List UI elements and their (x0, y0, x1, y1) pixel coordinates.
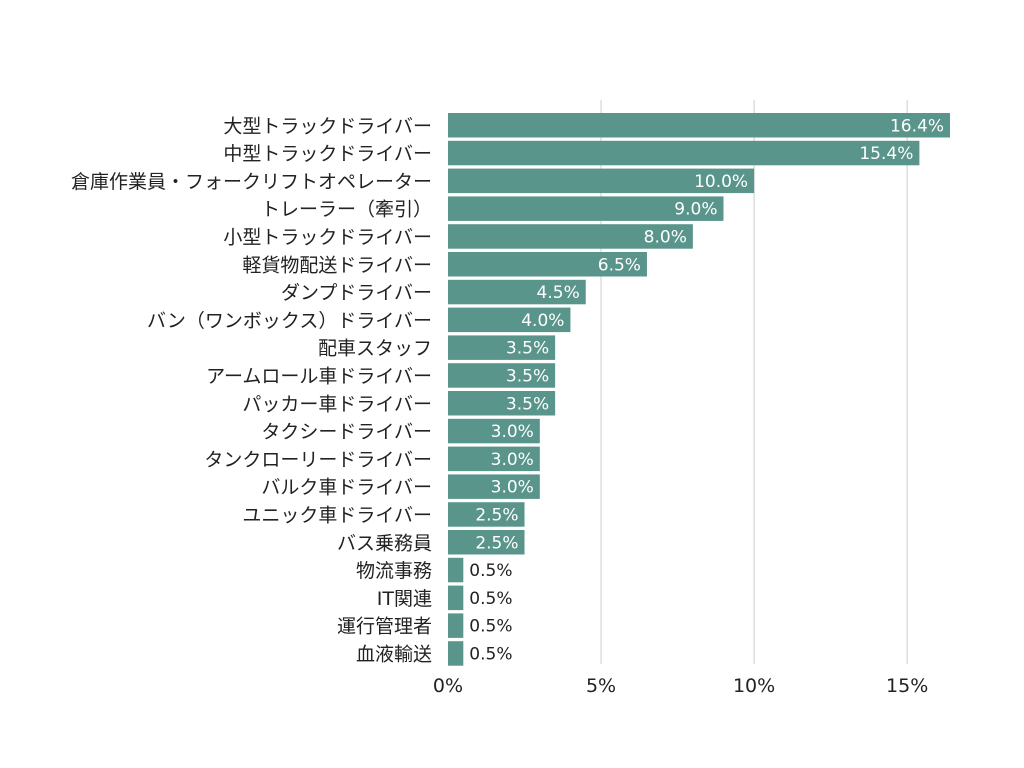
x-tick-label: 10% (733, 675, 775, 697)
bar (448, 530, 525, 555)
value-label: 3.0% (491, 478, 534, 498)
category-label: 血液輸送 (356, 643, 432, 665)
x-tick-label: 0% (433, 675, 463, 697)
bar (448, 168, 755, 194)
value-label: 3.5% (506, 339, 549, 359)
value-label: 2.5% (475, 505, 518, 525)
x-axis-ticks: 0% 5% 10% 15% (433, 675, 928, 697)
category-label: 運行管理者 (337, 616, 432, 638)
value-label: 3.0% (491, 450, 534, 470)
grid-layer (600, 100, 908, 664)
value-label: 4.5% (537, 283, 580, 303)
label-layer: 大型トラックドライバー 16.4% 中型トラックドライバー 15.4% 倉庫作業員・フォ… (71, 115, 944, 665)
value-label: 10.0% (694, 172, 748, 192)
category-label: タンクローリードライバー (204, 449, 432, 471)
category-label: 配車スタッフ (318, 338, 432, 360)
value-label: 15.4% (859, 144, 913, 164)
x-tick-label: 15% (886, 675, 928, 697)
bar (448, 613, 464, 638)
value-label: 4.0% (521, 311, 564, 331)
category-label: ユニック車ドライバー (242, 504, 432, 526)
value-label: 3.0% (491, 422, 534, 442)
bar (448, 585, 464, 611)
category-label: タクシードライバー (261, 421, 432, 443)
category-label: バン（ワンボックス）ドライバー (147, 310, 432, 332)
bar (448, 335, 556, 360)
bar (448, 196, 724, 221)
bar (448, 363, 556, 388)
category-label: トレーラー（牽引） (261, 199, 432, 221)
category-label: 中型トラックドライバー (223, 143, 432, 165)
value-label: 0.5% (469, 589, 512, 609)
category-label: バルク車ドライバー (261, 477, 432, 499)
value-label: 0.5% (469, 561, 512, 581)
bar (448, 418, 540, 444)
bar (448, 474, 540, 499)
category-label: アームロール車ドライバー (206, 365, 432, 387)
bar (448, 224, 693, 249)
bar-layer (448, 113, 950, 666)
value-label: 8.0% (644, 227, 687, 247)
category-label: 倉庫作業員・フォークリフトオペレーター (71, 171, 432, 193)
x-tick-label: 5% (586, 675, 616, 697)
bar (448, 307, 571, 333)
category-label: パッカー車ドライバー (242, 393, 432, 415)
category-label: 物流事務 (356, 560, 432, 582)
category-label: 小型トラックドライバー (223, 226, 432, 248)
bar (448, 279, 586, 305)
value-label: 3.5% (506, 394, 549, 414)
value-label: 0.5% (469, 644, 512, 664)
category-label: 軽貨物配送ドライバー (242, 254, 432, 276)
bar (448, 446, 540, 472)
value-label: 3.5% (506, 366, 549, 386)
value-label: 2.5% (475, 533, 518, 553)
bar (448, 641, 464, 666)
bar (448, 140, 920, 166)
category-label: IT関連 (377, 588, 432, 610)
category-label: ダンプドライバー (281, 282, 432, 304)
bar (448, 252, 647, 277)
value-label: 0.5% (469, 617, 512, 637)
bar (448, 557, 464, 583)
value-label: 9.0% (674, 200, 717, 220)
bar (448, 113, 950, 138)
value-label: 6.5% (598, 255, 641, 275)
category-label: 大型トラックドライバー (223, 115, 432, 137)
value-label: 16.4% (890, 116, 944, 136)
bar (448, 502, 525, 527)
bar (448, 391, 556, 416)
category-label: バス乗務員 (337, 532, 432, 554)
